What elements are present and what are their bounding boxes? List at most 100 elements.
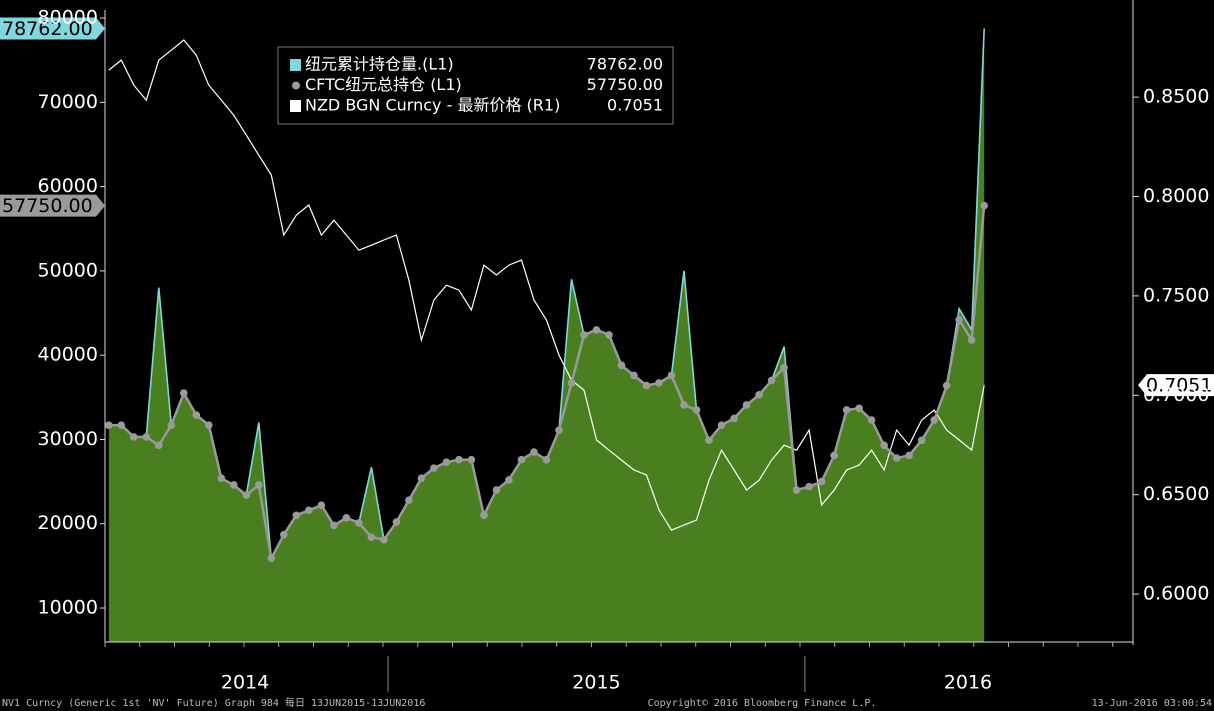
point — [280, 530, 288, 539]
point — [205, 421, 213, 429]
y-tick-label: 50000 — [38, 259, 98, 281]
value-callout-box — [0, 194, 105, 217]
point — [842, 406, 851, 414]
value-callout: 57750.00 — [2, 195, 93, 217]
point — [355, 519, 363, 527]
point — [392, 518, 401, 526]
point — [880, 441, 888, 450]
point — [780, 364, 788, 372]
point — [405, 496, 413, 504]
point — [605, 331, 613, 339]
point — [980, 201, 988, 210]
point — [292, 511, 301, 520]
x-tick-label: 2016 — [944, 672, 992, 694]
legend-marker — [292, 81, 300, 90]
point — [905, 451, 913, 460]
point — [330, 521, 338, 530]
legend-marker — [290, 59, 301, 71]
point — [380, 535, 388, 544]
legend-label: CFTC纽元总持仓 (L1) — [305, 75, 462, 94]
point — [692, 406, 701, 414]
point — [680, 401, 688, 409]
point — [129, 433, 138, 441]
point — [192, 411, 201, 419]
point — [755, 390, 763, 399]
point — [317, 501, 326, 510]
x-tick-label: 2014 — [221, 672, 269, 694]
point — [767, 376, 776, 385]
point — [179, 389, 188, 397]
point — [267, 554, 276, 563]
y2-tick-label: 0.8000 — [1143, 185, 1209, 207]
point — [792, 486, 801, 494]
legend-box — [277, 46, 674, 125]
point — [630, 371, 638, 380]
point — [917, 436, 926, 445]
point — [955, 315, 963, 324]
point — [867, 416, 876, 424]
point — [930, 416, 938, 424]
y2-tick-label: 0.6000 — [1143, 583, 1209, 605]
point — [830, 451, 838, 460]
legend-value: 78762.00 — [587, 55, 663, 74]
point — [580, 331, 588, 339]
legend-value: 57750.00 — [587, 75, 663, 94]
point — [667, 371, 676, 380]
point — [730, 414, 738, 423]
point — [717, 421, 726, 429]
y-tick-label: 60000 — [38, 175, 98, 197]
y-tick-label: 80000 — [38, 7, 98, 29]
point — [505, 476, 513, 484]
point — [567, 379, 576, 387]
point — [555, 426, 563, 434]
y-tick-label: 30000 — [38, 428, 98, 450]
y2-tick-label: 0.7000 — [1143, 384, 1209, 406]
y-tick-label: 70000 — [38, 91, 98, 113]
value-callout-box — [0, 17, 105, 40]
y-tick-label: 20000 — [38, 512, 98, 534]
point — [805, 482, 813, 491]
point — [967, 336, 976, 344]
value-callout: 78762.00 — [2, 18, 93, 40]
legend-label: 纽元累计持仓量.(L1) — [305, 55, 454, 74]
point — [104, 421, 113, 429]
point — [855, 404, 863, 413]
y2-tick-label: 0.7500 — [1143, 284, 1209, 306]
point — [167, 421, 176, 429]
y2-tick-label: 0.6500 — [1143, 483, 1209, 505]
point — [255, 481, 263, 489]
point — [617, 361, 626, 370]
value-callout-box — [1138, 374, 1214, 397]
point — [467, 455, 476, 464]
legend-rows: 纽元累计持仓量.(L1) 78762.00 CFTC纽元总持仓 (L1) 57750.… — [290, 55, 663, 115]
point — [417, 474, 426, 483]
point — [230, 481, 238, 489]
point — [655, 379, 663, 387]
point — [742, 401, 751, 409]
line — [108, 39, 985, 531]
point — [492, 486, 501, 494]
point — [442, 458, 451, 467]
area — [108, 28, 985, 642]
y2-tick-label: 0.8500 — [1143, 86, 1209, 108]
plot — [104, 28, 988, 642]
point — [242, 491, 251, 499]
point — [942, 381, 951, 390]
x-tick-label: 2015 — [572, 672, 620, 694]
point — [430, 464, 438, 472]
point — [892, 454, 901, 462]
point — [517, 455, 526, 464]
point — [592, 326, 601, 334]
point — [817, 477, 826, 486]
point — [142, 433, 151, 441]
legend-label: NZD BGN Curncy - 最新价格 (R1) — [305, 96, 560, 115]
footer-copyright: Copyright© 2016 Bloomberg Finance L.P. — [648, 698, 877, 709]
point — [530, 448, 538, 456]
point — [367, 533, 376, 542]
point — [542, 455, 551, 464]
point — [217, 474, 226, 483]
footer-timestamp: 13-Jun-2016 03:00:54 — [1092, 698, 1212, 709]
